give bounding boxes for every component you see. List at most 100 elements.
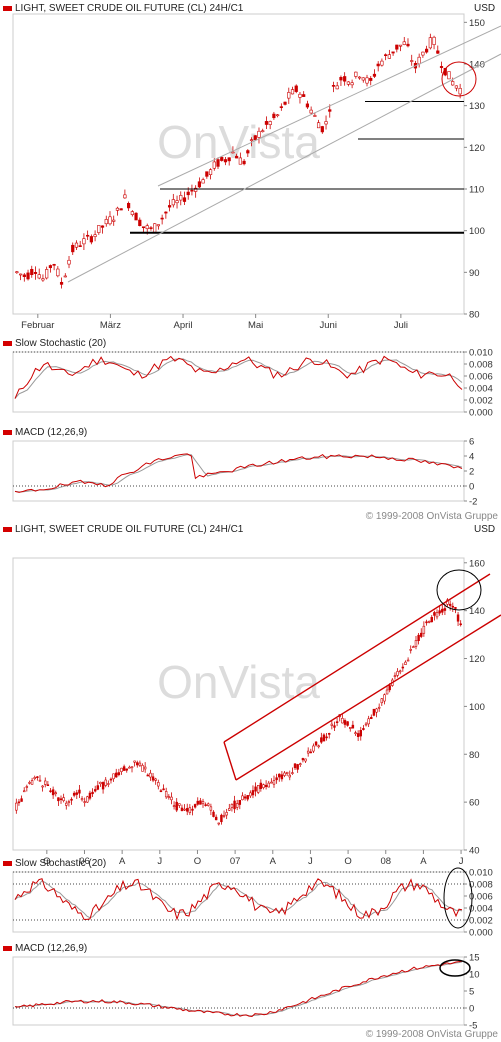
candle-body [212,161,216,169]
candle-body [63,275,67,278]
candle-body [93,234,97,237]
candle-body [246,150,250,154]
candle-body [216,159,220,167]
y-tick-label: 120 [469,143,485,154]
x-tick-label: März [100,320,121,331]
candle-body [304,758,307,762]
candle-body [235,155,239,159]
candle-body [238,799,242,805]
candle-body [86,796,89,803]
y-tick-label: 0.004 [469,384,493,395]
candle-body [376,63,380,67]
y-tick-label: 10 [469,970,480,981]
highlight-ellipse [443,867,473,929]
candle-body [454,607,457,609]
candle-body [350,82,354,86]
candle-body [335,85,339,90]
candle-body [320,126,324,133]
candle-body [421,51,425,56]
trend-channel-lower [67,53,501,283]
candle-body [133,760,136,763]
candle-body [136,762,139,766]
candle-body [372,708,376,716]
candle-body [89,236,93,243]
candle-body [422,625,426,634]
candle-body [406,43,410,47]
candle-body [317,745,320,748]
trend-channel-start [223,741,237,781]
candle-body [343,76,347,82]
candle-body [123,194,127,199]
candle-body [406,659,410,662]
candle-body [249,792,252,797]
candle-body [339,77,343,81]
candle-body [104,219,108,225]
candle-body [322,734,326,742]
candle-body [380,698,384,704]
candle-body [458,88,462,95]
stoch1-title: Slow Stochastic (20) [3,338,106,349]
candle-body [37,274,41,279]
candle-body [365,77,369,84]
signal-line [14,358,463,399]
x-tick-label: A [420,856,427,867]
candle-body [212,811,215,817]
candle-body [59,798,63,801]
candle-body [414,640,418,647]
candle-body [196,800,199,805]
candle-body [393,675,397,678]
x-tick-label: A [119,856,126,867]
candle-body [138,219,142,226]
candle-body [104,779,107,786]
candle-body [335,721,339,724]
signal-line [14,880,463,919]
candle-body [283,772,286,776]
candle-body [157,782,160,787]
indicator-line [14,878,463,921]
candle-body [436,50,440,54]
candle-body [384,54,388,56]
candle-body [194,187,198,192]
y-tick-label: 0.008 [469,880,493,891]
candle-body [253,135,257,140]
y-tick-label: 0.006 [469,372,493,383]
candle-body [233,800,236,810]
y-tick-label: 80 [469,750,480,761]
candle-body [294,85,298,92]
candle-body [291,772,294,774]
candle-body [309,109,313,114]
candle-body [128,766,131,769]
candle-body [412,646,415,648]
candle-body [100,225,105,228]
candle-body [78,245,82,247]
candle-body [225,812,228,816]
header-square-icon [3,340,12,346]
y-tick-label: 4 [469,452,474,463]
candle-body [404,661,407,665]
candle-body [228,808,231,811]
candle-body [26,272,30,280]
header-square-icon [3,5,12,11]
candle-body [175,200,179,204]
candle-body [20,798,23,802]
stoch2-title: Slow Stochastic (20) [3,858,106,869]
candle-body [428,37,432,49]
candle-body [387,54,391,59]
candle-body [456,614,460,622]
y-tick-label: 0.010 [469,868,493,879]
candle-body [117,772,121,776]
candle-body [351,724,355,729]
y-tick-label: 2 [469,467,474,478]
candle-body [409,649,412,651]
candle-body [146,774,150,777]
candle-body [367,718,370,725]
y-tick-label: 100 [469,226,485,237]
candle-body [280,774,284,780]
y-tick-label: 140 [469,606,485,617]
candle-body [299,763,302,765]
candle-body [441,608,444,613]
candle-body [298,93,302,98]
candle-body [267,782,270,788]
candle-body [357,76,362,79]
candle-body [305,103,310,108]
